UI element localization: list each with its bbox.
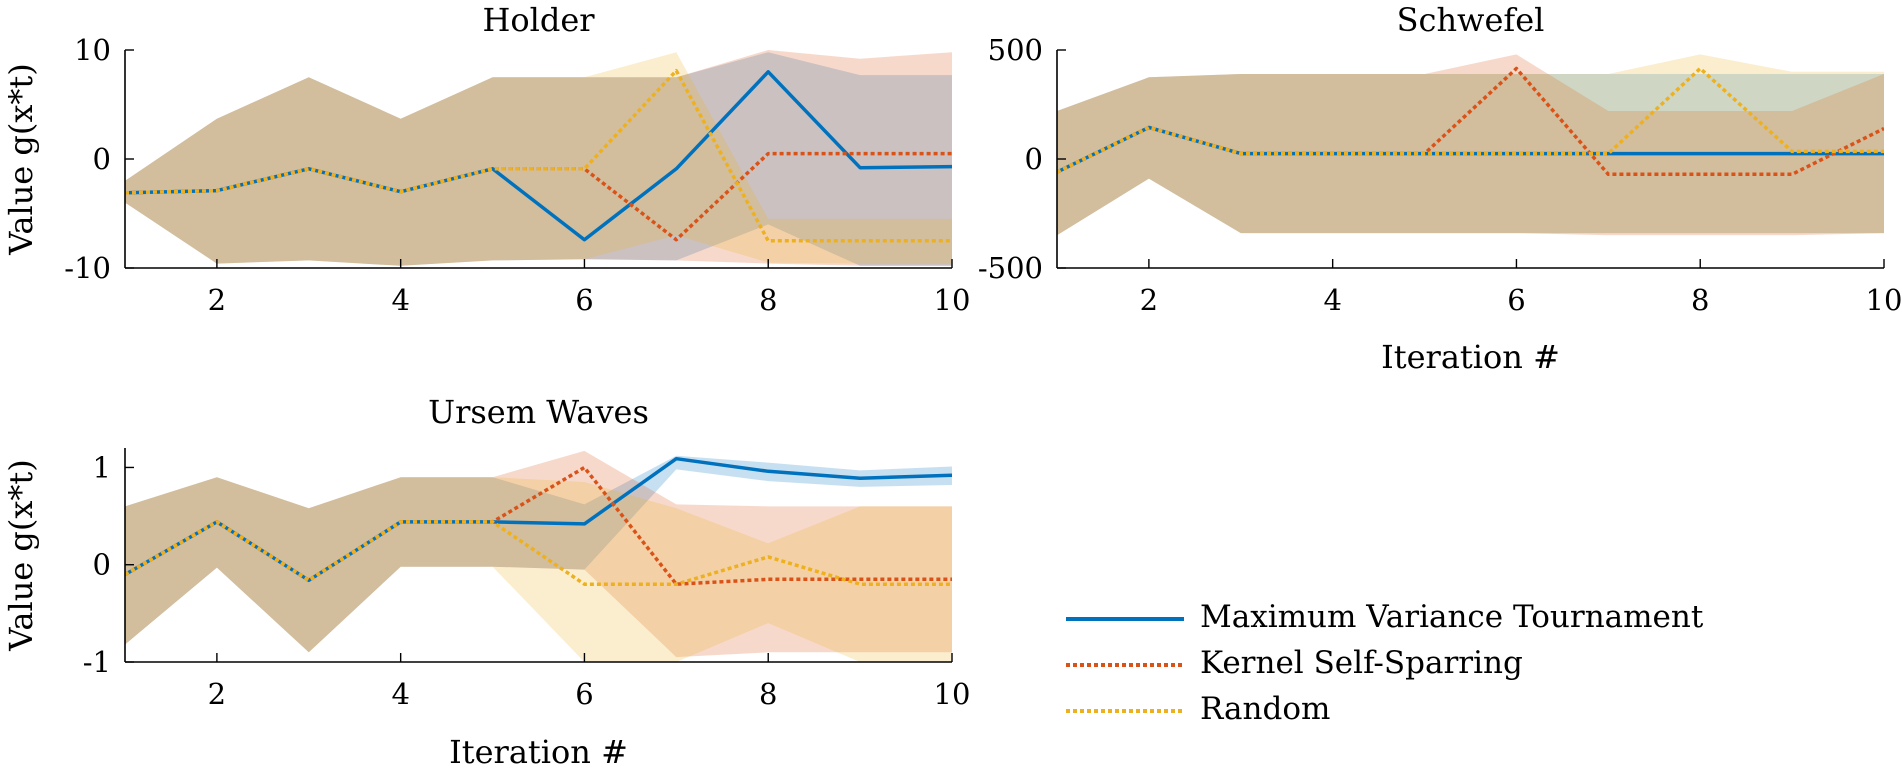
series-line-mvt <box>125 70 952 242</box>
y-tick-label: -500 <box>978 251 1043 285</box>
legend-label-kss: Kernel Self-Sparring <box>1200 645 1523 681</box>
y-tick-label: 500 <box>988 33 1043 67</box>
x-axis-label: Iteration # <box>449 733 628 771</box>
plot-area <box>125 450 952 662</box>
chart-title: Ursem Waves <box>428 393 649 431</box>
chart-holder: 2 4 6 8 10 -10 0 10 Holder Value g(x*t) <box>2 1 970 317</box>
x-tick-label: 6 <box>575 677 593 711</box>
x-tick-label: 2 <box>208 283 226 317</box>
legend-item-random: Random <box>1062 689 1762 733</box>
y-axis-label: Value g(x*t) <box>2 63 40 256</box>
x-tick-label: 2 <box>1140 283 1158 317</box>
y-tick-label: 0 <box>93 548 111 582</box>
chart-title: Schwefel <box>1397 1 1545 39</box>
x-tick-label: 4 <box>391 677 409 711</box>
y-tick-label: 10 <box>74 33 111 67</box>
y-axis-label: Value g(x*t) <box>2 459 40 652</box>
band-kss <box>1057 54 1884 236</box>
y-tick-label: -10 <box>64 251 111 285</box>
band-random <box>125 52 952 266</box>
band-kss <box>125 50 952 266</box>
legend: Maximum Variance Tournament Kernel Self-… <box>1062 597 1762 733</box>
y-tick-label: 0 <box>1025 142 1043 176</box>
x-tick-label: 10 <box>1866 283 1902 317</box>
legend-label-mvt: Maximum Variance Tournament <box>1200 599 1704 635</box>
plot-area <box>1057 54 1884 236</box>
legend-label-random: Random <box>1200 691 1331 727</box>
band-random <box>1057 54 1884 236</box>
legend-swatch-random <box>1066 709 1184 713</box>
chart-title: Holder <box>482 1 595 39</box>
band-random <box>125 477 952 662</box>
legend-item-kss: Kernel Self-Sparring <box>1062 643 1762 687</box>
legend-swatch-kss <box>1066 663 1184 667</box>
series-line-random <box>1057 66 1884 174</box>
chart-schwefel: 2 4 6 8 10 -500 0 500 Schwefel Iteration # <box>978 1 1902 376</box>
x-tick-label: 10 <box>934 677 971 711</box>
x-tick-label: 2 <box>208 677 226 711</box>
series-line-random <box>125 520 952 586</box>
legend-swatch-mvt <box>1066 617 1184 621</box>
x-tick-label: 6 <box>1507 283 1525 317</box>
x-axis-label: Iteration # <box>1381 338 1560 376</box>
legend-item-mvt: Maximum Variance Tournament <box>1062 597 1762 641</box>
y-tick-label: 1 <box>93 450 111 484</box>
series-line-mvt <box>125 456 952 583</box>
series-line-random <box>125 68 952 243</box>
series-line-kss <box>125 465 952 586</box>
x-tick-label: 8 <box>759 677 777 711</box>
x-tick-label: 4 <box>1323 283 1341 317</box>
x-tick-label: 8 <box>759 283 777 317</box>
chart-ursem: 2 4 6 8 10 -1 0 1 Ursem Waves Iteration # Value g(… <box>2 393 970 771</box>
x-tick-label: 10 <box>934 283 971 317</box>
x-tick-label: 4 <box>391 283 409 317</box>
x-tick-label: 6 <box>575 283 593 317</box>
y-tick-label: -1 <box>83 645 111 679</box>
band-mvt <box>125 52 952 266</box>
x-tick-label: 8 <box>1691 283 1709 317</box>
plot-area <box>125 50 952 266</box>
y-tick-label: 0 <box>93 142 111 176</box>
